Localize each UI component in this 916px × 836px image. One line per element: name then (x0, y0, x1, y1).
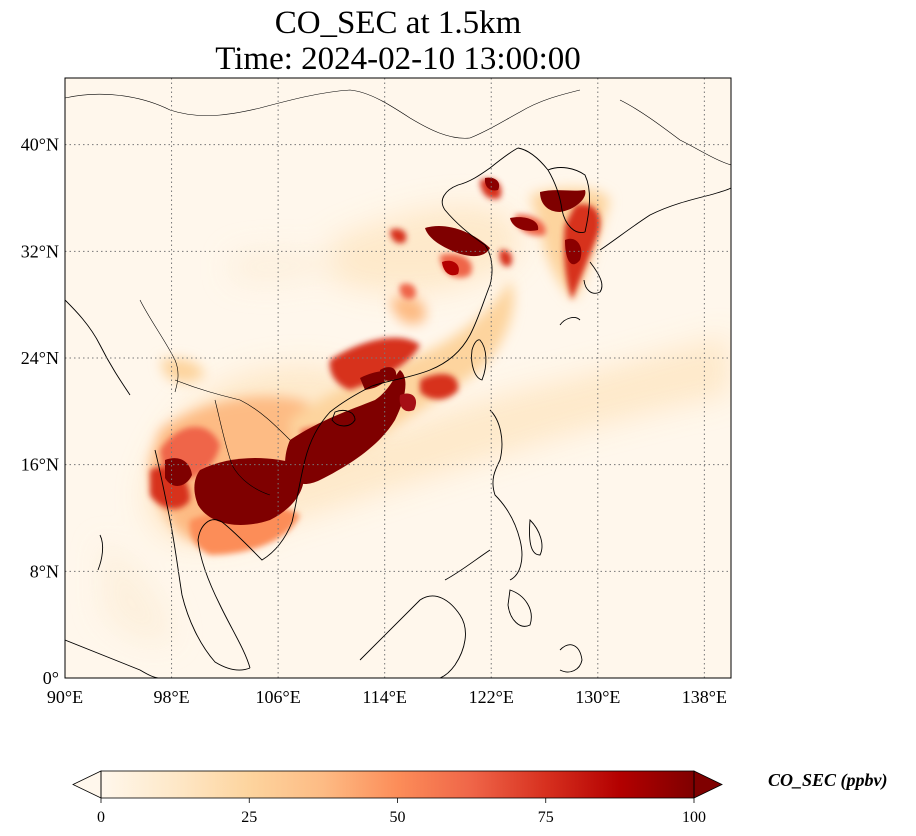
gridlines (65, 78, 731, 678)
colorbar-extend-max (693, 770, 723, 799)
lon-tick-labels: 90°E 98°E 106°E 114°E 122°E 130°E 138°E (47, 687, 727, 707)
lat-tick-label: 24°N (21, 348, 59, 368)
lat-tick-label: 8°N (30, 561, 59, 581)
lat-tick-labels: 0° 8°N 16°N 24°N 32°N 40°N (21, 135, 59, 688)
lon-tick-label: 106°E (256, 687, 301, 707)
colorbar-tick-label: 25 (241, 809, 257, 826)
lat-tick-label: 40°N (21, 135, 59, 155)
coastlines (65, 89, 731, 678)
colorbar-extend-min (72, 770, 102, 799)
colorbar-label: CO_SEC (ppbv) (768, 770, 888, 790)
lon-tick-label: 90°E (47, 687, 83, 707)
lat-tick-label: 0° (43, 668, 59, 688)
colorbar: 0 25 50 75 100 (72, 770, 723, 826)
colorbar-tick-label: 0 (97, 809, 105, 826)
lat-tick-label: 32°N (21, 241, 59, 261)
map-title: CO_SEC at 1.5km (274, 5, 522, 41)
colorbar-ticks: 0 25 50 75 100 (97, 798, 706, 826)
lon-tick-label: 122°E (469, 687, 514, 707)
colorbar-tick-label: 50 (390, 809, 406, 826)
map-frame (64, 77, 732, 679)
co-sec-field (65, 78, 731, 678)
colorbar-tick-label: 100 (682, 809, 706, 826)
lon-tick-label: 138°E (682, 687, 727, 707)
map-subtitle-time: Time: 2024-02-10 13:00:00 (215, 41, 581, 77)
lat-tick-label: 16°N (21, 455, 59, 475)
lon-tick-label: 98°E (153, 687, 189, 707)
lon-tick-label: 114°E (362, 687, 407, 707)
lon-tick-label: 130°E (575, 687, 620, 707)
colorbar-gradient (101, 771, 694, 798)
colorbar-tick-label: 75 (538, 809, 554, 826)
